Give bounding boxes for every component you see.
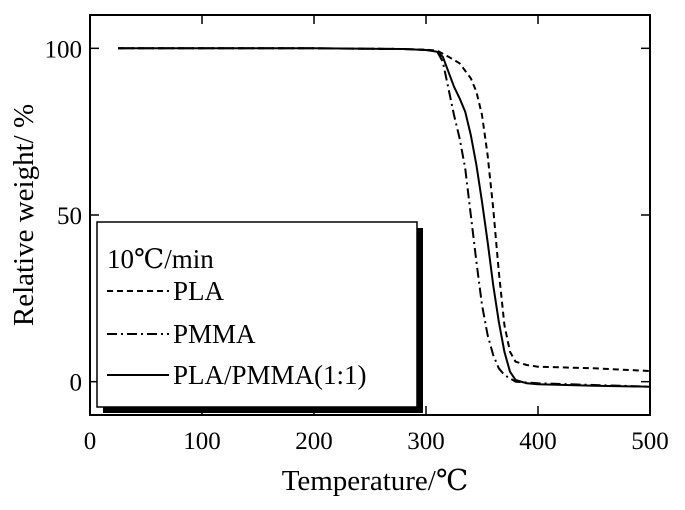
series-line-1 <box>118 47 650 388</box>
x-axis-title: Temperature/℃ <box>282 465 469 497</box>
x-tick-label: 500 <box>631 428 669 455</box>
x-tick-label: 200 <box>295 428 333 455</box>
y-tick-label: 50 <box>57 203 82 230</box>
x-tick-label: 400 <box>519 428 557 455</box>
y-tick-label: 100 <box>45 36 83 63</box>
series-line-2 <box>118 47 650 388</box>
legend-header: 10℃/min <box>107 244 214 274</box>
legend-label-0: PLA <box>173 276 225 306</box>
legend-label-2: PLA/PMMA(1:1) <box>173 360 367 390</box>
x-tick-label: 0 <box>84 428 97 455</box>
y-axis-title: Relative weight/ % <box>8 104 40 326</box>
legend-label-1: PMMA <box>173 319 256 349</box>
y-tick-label: 0 <box>70 370 83 397</box>
legend-box <box>96 221 418 408</box>
x-tick-label: 300 <box>407 428 445 455</box>
x-tick-label: 100 <box>183 428 221 455</box>
